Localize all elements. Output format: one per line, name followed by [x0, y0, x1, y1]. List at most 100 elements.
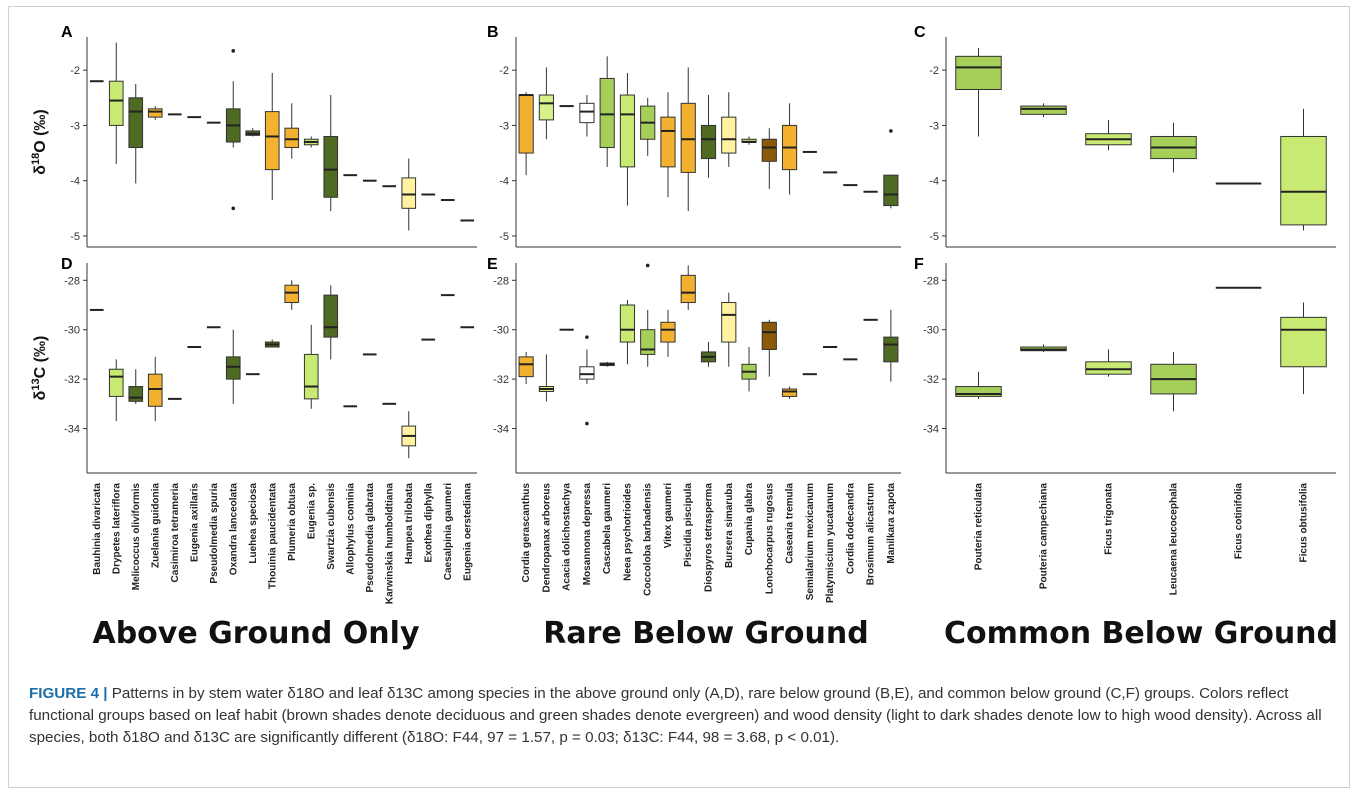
box-body — [284, 127, 300, 149]
x-tick-label: Eugenia axillaris — [189, 483, 200, 562]
x-tick-label: Dendropanax arboreus — [541, 483, 552, 593]
x-tick-label: Luehea speciosa — [248, 483, 259, 564]
box-4 — [579, 335, 595, 426]
x-tick-label: Diospyros tetrasperma — [704, 483, 715, 592]
panel-letter-d: D — [61, 256, 73, 273]
x-tick-label: Neea psychotrioides — [622, 483, 633, 581]
x-tick-label: Eugenia sp. — [306, 483, 317, 539]
figure-4: A -2 -3 -4 -5 δ18O (‰) B -2 -3 -4 -5 C -2 -3 -4 -5 D -28 -… — [30, 24, 1338, 651]
panel-b: B -2 -3 -4 -5 — [487, 24, 901, 248]
x-tick-label: Karwinskia humboldtiana — [384, 483, 395, 605]
box-19 — [883, 129, 899, 209]
x-tick-label: Casimiroa tetrameria — [170, 483, 181, 583]
y-tick-label: -5 — [499, 231, 509, 243]
y-tick-label: -32 — [923, 374, 939, 386]
box-17 — [401, 158, 417, 231]
x-tick-label: Exothea diphylla — [423, 483, 434, 563]
box-4 — [147, 106, 163, 120]
box-body — [1280, 135, 1327, 226]
box-6 — [1280, 108, 1327, 231]
box-body — [579, 102, 595, 124]
box-12 — [741, 347, 757, 392]
y-tick-label: -30 — [64, 325, 80, 337]
panel-e: E -28 -30 -32 -34 Cordia gerascanthus Dendropa… — [487, 256, 901, 603]
box-body — [761, 321, 777, 350]
box-body — [955, 55, 1002, 90]
box-body — [1280, 316, 1327, 368]
x-tick-label: Allophylus cominia — [345, 483, 356, 575]
figure-caption: FIGURE 4 | Patterns in by stem water δ18… — [29, 683, 1339, 749]
x-tick-label: Eugenia oerstediana — [462, 483, 473, 581]
box-5 — [599, 56, 615, 167]
outlier-point — [231, 206, 236, 211]
x-tick-label: Pseudolmedia glabrata — [365, 483, 376, 593]
outlier-point — [231, 49, 236, 53]
box-body — [284, 284, 300, 304]
x-tick-label: Acacia dolichostachya — [562, 483, 573, 591]
box-13 — [761, 319, 777, 377]
box-3 — [128, 369, 144, 404]
box-body — [883, 174, 899, 207]
box-3 — [1085, 119, 1132, 151]
y-tick-label: -2 — [499, 65, 509, 77]
box-13 — [323, 95, 339, 212]
y-tick-label: -2 — [929, 65, 939, 77]
box-6 — [1280, 302, 1327, 394]
y-tick-label: -5 — [70, 231, 80, 243]
x-tick-label: Hampea trilobata — [404, 483, 415, 565]
x-tick-label: Melicoccus oliviformis — [131, 483, 142, 591]
box-body — [303, 353, 319, 400]
box-11 — [284, 280, 300, 310]
y-tick-label: -3 — [929, 120, 939, 132]
box-body — [660, 321, 676, 343]
outlier-point — [585, 335, 589, 339]
box-14 — [781, 103, 798, 195]
y-tick-label: -4 — [70, 176, 80, 188]
x-tick-label: Pouteria campechiana — [1039, 483, 1050, 590]
panel-letter-e: E — [487, 256, 498, 273]
box-10 — [700, 342, 717, 367]
x-tick-label: Ficus obtusifolia — [1299, 483, 1310, 563]
box-14 — [781, 386, 798, 399]
box-body — [680, 102, 696, 173]
caption-text: Patterns in by stem water δ18O and leaf … — [29, 685, 1322, 746]
outlier-point — [645, 263, 650, 268]
box-9 — [680, 67, 696, 212]
outlier-point — [889, 129, 893, 133]
box-body — [518, 356, 534, 378]
box-1 — [518, 92, 534, 176]
x-tick-label: Bursera simaruba — [724, 483, 735, 568]
box-11 — [721, 92, 737, 167]
group-title-1: Above Ground Only — [92, 616, 419, 651]
x-tick-label: Piscidia piscipula — [683, 483, 694, 567]
box-6 — [619, 300, 636, 365]
box-body — [323, 135, 339, 198]
box-2 — [538, 354, 554, 402]
y-axis-label: δ18O (‰) — [30, 109, 49, 175]
panel-f: F -28 -30 -32 -34 Pouteria reticulata Pouteria… — [914, 256, 1336, 595]
box-11 — [284, 103, 300, 159]
box-4 — [1150, 351, 1197, 412]
box-9 — [680, 265, 696, 310]
y-axis-label: δ13C (‰) — [30, 336, 49, 401]
box-2 — [108, 359, 124, 422]
figure-frame: A -2 -3 -4 -5 δ18O (‰) B -2 -3 -4 -5 C -2 -3 -4 -5 D -28 -… — [8, 6, 1350, 788]
x-tick-label: Coccoloba barbadensis — [643, 483, 654, 596]
box-1 — [955, 48, 1002, 137]
box-10 — [264, 72, 280, 201]
x-tick-label: Vitex gaumeri — [663, 483, 674, 549]
box-11 — [721, 292, 737, 367]
box-4 — [579, 95, 595, 137]
x-tick-label: Plumeria obtusa — [287, 483, 298, 561]
panel-letter-b: B — [487, 24, 499, 41]
box-2 — [1020, 344, 1067, 352]
x-tick-label: Semialarium mexicanum — [805, 483, 816, 600]
y-tick-label: -2 — [70, 65, 80, 77]
box-body — [108, 80, 124, 126]
box-7 — [640, 263, 656, 367]
panel-a: A -2 -3 -4 -5 δ18O (‰) — [30, 24, 477, 248]
y-tick-label: -3 — [499, 120, 509, 132]
box-body — [761, 138, 777, 162]
box-body — [225, 356, 241, 380]
y-tick-label: -28 — [64, 275, 80, 287]
